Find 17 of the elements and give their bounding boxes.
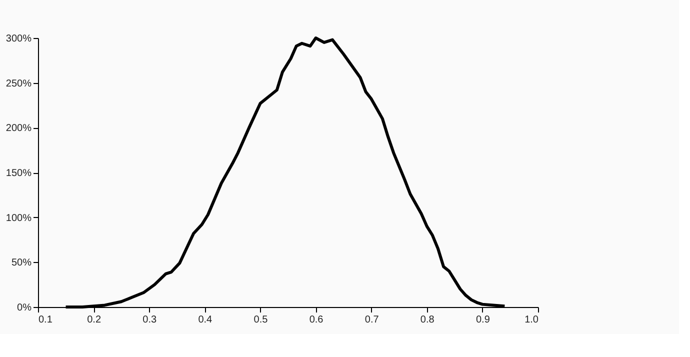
x-tick-label: 0.8 <box>420 314 435 326</box>
x-tick-label: 0.6 <box>309 314 324 326</box>
x-tick-label: 0.2 <box>87 314 102 326</box>
y-tick-label: 100% <box>6 212 32 224</box>
y-tick-label: 0% <box>17 302 32 314</box>
y-tick-label: 150% <box>6 168 32 179</box>
x-tick-label: 0.3 <box>142 314 157 326</box>
x-tick-label: 0.7 <box>364 314 380 326</box>
y-tick-label: 300% <box>6 34 32 44</box>
y-tick-label: 250% <box>6 78 32 90</box>
x-tick-label: 0.4 <box>198 314 213 326</box>
y-tick-label: 200% <box>6 123 32 134</box>
x-tick-label: 0.1 <box>38 314 53 326</box>
x-tick-label: 1.0 <box>524 314 539 326</box>
y-tick-label: 50% <box>11 258 32 269</box>
x-tick-label: 0.5 <box>254 314 268 326</box>
x-tick-label: 0.9 <box>476 314 490 326</box>
